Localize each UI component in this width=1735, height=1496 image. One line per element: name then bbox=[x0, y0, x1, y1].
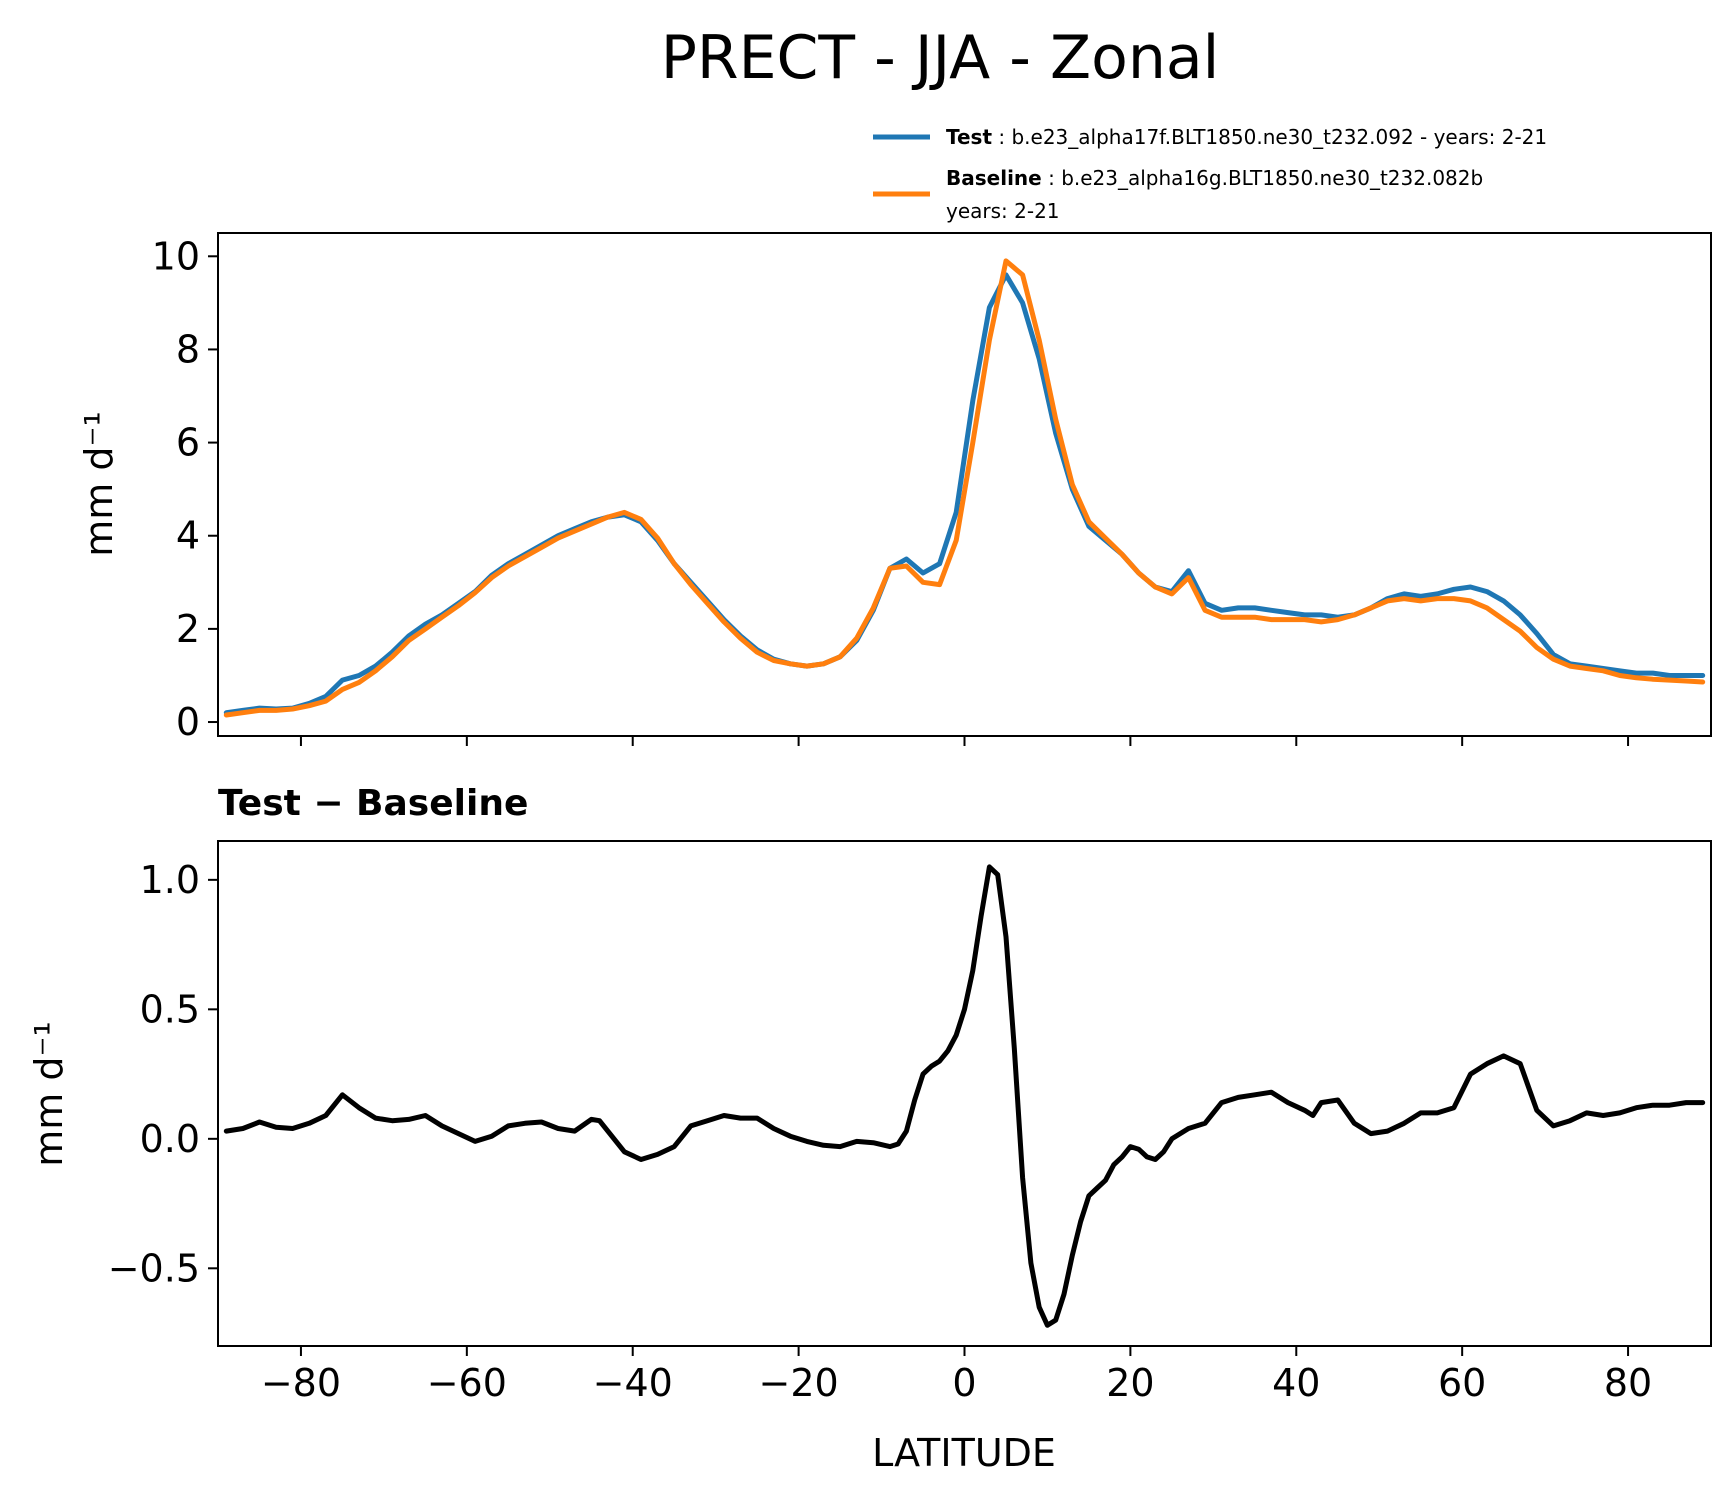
top-panel-ticks: 0 2 4 6 8 10 bbox=[152, 234, 1630, 746]
bottom-x-tick-label: 40 bbox=[1272, 1361, 1320, 1405]
legend-baseline-label: Baseline : b.e23_alpha16g.BLT1850.ne30_t… bbox=[946, 166, 1483, 190]
bottom-y-tick-label: −0.5 bbox=[108, 1246, 200, 1290]
bottom-x-tick-label: −60 bbox=[427, 1361, 507, 1405]
bottom-x-tick-label: 80 bbox=[1604, 1361, 1652, 1405]
bottom-x-tick-label: −80 bbox=[261, 1361, 341, 1405]
top-y-tick-label: 0 bbox=[176, 700, 200, 744]
legend-baseline-description: : b.e23_alpha16g.BLT1850.ne30_t232.082b bbox=[1048, 166, 1483, 190]
bottom-y-axis-label: mm d⁻¹ bbox=[27, 1021, 71, 1167]
top-panel-frame bbox=[217, 232, 1712, 737]
top-panel-lines bbox=[223, 258, 1706, 718]
top-y-tick-label: 2 bbox=[176, 607, 200, 651]
series-line-baseline bbox=[223, 258, 1706, 718]
bottom-y-tick-label: 0.5 bbox=[140, 987, 200, 1031]
legend-test-label: Test : b.e23_alpha17f.BLT1850.ne30_t232.… bbox=[946, 125, 1547, 149]
bottom-panel-lines bbox=[223, 864, 1706, 1328]
chart-title: PRECT - JJA - Zonal bbox=[661, 23, 1220, 93]
legend-baseline-years: years: 2-21 bbox=[946, 199, 1060, 223]
x-axis-label: LATITUDE bbox=[872, 1431, 1056, 1475]
bottom-x-tick-label: −20 bbox=[759, 1361, 839, 1405]
bottom-y-tick-label: 1.0 bbox=[140, 858, 200, 902]
bottom-x-tick-label: 60 bbox=[1438, 1361, 1486, 1405]
bottom-x-tick-label: 20 bbox=[1106, 1361, 1154, 1405]
top-y-tick-label: 4 bbox=[176, 514, 200, 558]
top-panel: 0 2 4 6 8 10 mm d⁻¹ bbox=[77, 232, 1712, 746]
bottom-x-tick-label: 0 bbox=[952, 1361, 976, 1405]
bottom-x-tick-label: −40 bbox=[593, 1361, 673, 1405]
top-y-tick-label: 6 bbox=[176, 421, 200, 465]
bottom-y-tick-label: 0.0 bbox=[140, 1117, 200, 1161]
legend-test-description: : b.e23_alpha17f.BLT1850.ne30_t232.092 -… bbox=[998, 125, 1547, 149]
legend-baseline-name: Baseline bbox=[946, 166, 1042, 190]
diff-panel-title: Test − Baseline bbox=[218, 783, 528, 824]
bottom-panel-ticks: −80 −60 −40 −20 0 20 40 60 80 −0.5 0.0 0.5 1.0 bbox=[108, 858, 1653, 1405]
bottom-panel-frame bbox=[217, 840, 1712, 1347]
top-y-tick-label: 10 bbox=[152, 234, 200, 278]
top-y-axis-label: mm d⁻¹ bbox=[77, 411, 121, 557]
legend: Test : b.e23_alpha17f.BLT1850.ne30_t232.… bbox=[873, 125, 1547, 223]
series-line-test-baseline bbox=[223, 864, 1706, 1328]
legend-test-name: Test bbox=[946, 125, 992, 149]
top-y-tick-label: 8 bbox=[176, 327, 200, 371]
bottom-panel: Test − Baseline −80 −60 −40 −20 0 20 40 60 80 −0.… bbox=[27, 783, 1712, 1475]
